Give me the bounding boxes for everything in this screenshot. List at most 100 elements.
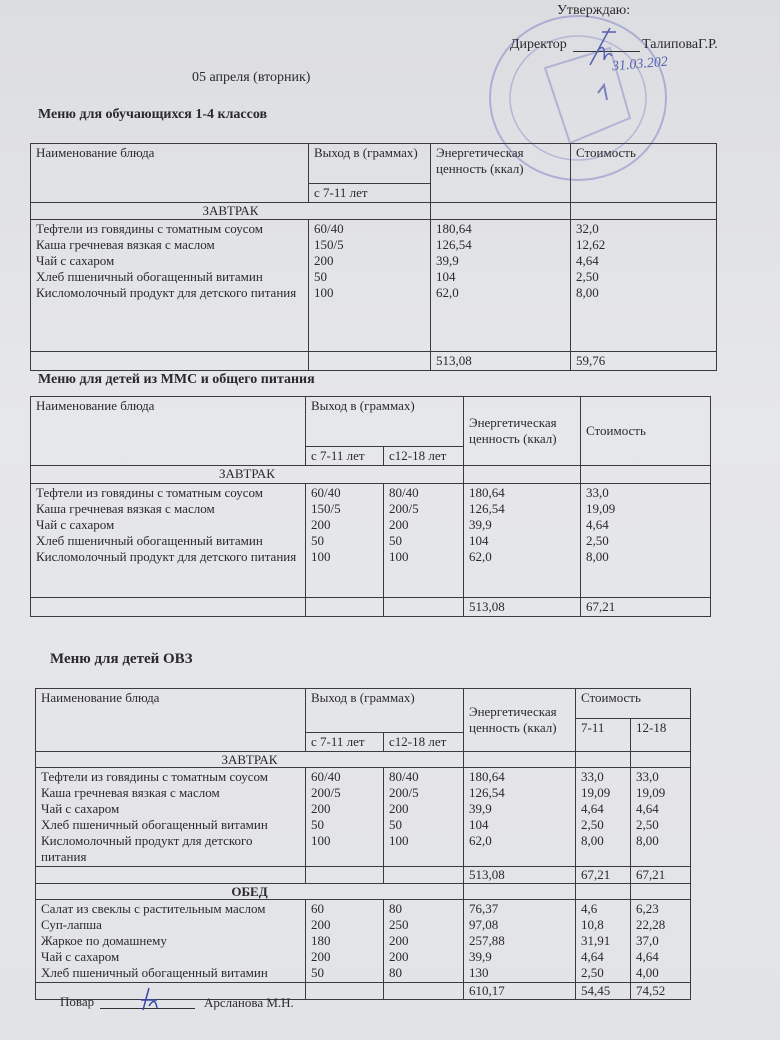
cell-item: 19,09 xyxy=(636,785,666,800)
cell-item: Хлеб пшеничный обогащенный витамин xyxy=(36,533,263,548)
cell-item: 37,0 xyxy=(636,933,659,948)
cell-item: Каша гречневая вязкая с маслом xyxy=(41,785,220,800)
cell-item: 4,64 xyxy=(581,801,604,816)
total-cost: 59,76 xyxy=(570,351,717,371)
lunch-total-cost-7-11: 54,45 xyxy=(575,982,631,1000)
cell-item: 4,00 xyxy=(636,965,659,980)
cell-item: Тефтели из говядины с томатным соусом xyxy=(36,221,263,236)
cell-item: 200 xyxy=(311,917,331,932)
cell-item: Чай с сахаром xyxy=(41,949,120,964)
header-energy: Энергетическая ценность (ккал) xyxy=(463,396,581,466)
cell-item: 200/5 xyxy=(389,785,419,800)
cell-item: Суп-лапша xyxy=(41,917,102,932)
header-cost-12-18: 12-18 xyxy=(630,718,691,752)
lunch-yields-12-18: 80 250 200 200 80 xyxy=(383,899,464,983)
cell-item: 50 xyxy=(389,533,402,548)
cell-item: 19,09 xyxy=(581,785,611,800)
cell-item: 80/40 xyxy=(389,769,419,784)
cell-item: Салат из свеклы с растительным маслом xyxy=(41,901,266,916)
cell-item: 257,88 xyxy=(469,933,505,948)
cell-item: 80 xyxy=(389,901,402,916)
breakfast-total-cost-7-11: 67,21 xyxy=(575,866,631,884)
lunch-yields-7-11: 60 200 180 200 50 xyxy=(305,899,384,983)
header-yield: Выход в (граммах) xyxy=(305,396,464,447)
header-cost: Стоимость xyxy=(570,143,717,203)
header-age-7-11: с 7-11 лет xyxy=(305,446,384,466)
cell-item: Кисломолочный продукт для детского питан… xyxy=(36,549,297,564)
cell-item: 33,0 xyxy=(586,485,609,500)
cell-item: 100 xyxy=(389,549,409,564)
section1-title: Меню для обучающихся 1-4 классов xyxy=(38,107,268,122)
dish-names: Тефтели из говядины с томатным соусом Каш… xyxy=(30,483,306,598)
cell-item: Хлеб пшеничный обогащенный витамин xyxy=(36,269,263,284)
cell-item: 200 xyxy=(311,801,331,816)
cell-item: 200 xyxy=(311,517,331,532)
breakfast-yields-7-11: 60/40 200/5 200 50 100 xyxy=(305,767,384,867)
cell-item: 60/40 xyxy=(311,485,341,500)
header-age-12-18: с12-18 лет xyxy=(383,732,464,752)
cell-item: 104 xyxy=(436,269,456,284)
header-cost: Стоимость xyxy=(580,396,711,466)
cell-item: 60 xyxy=(311,901,324,916)
cell-item: 50 xyxy=(314,269,327,284)
cell-item: 80/40 xyxy=(389,485,419,500)
header-age: с 7-11 лет xyxy=(308,183,431,203)
cell-item: 50 xyxy=(311,533,324,548)
cell-item: 8,00 xyxy=(586,549,609,564)
header-cost: Стоимость xyxy=(575,688,691,719)
breakfast-costs-7-11: 33,0 19,09 4,64 2,50 8,00 xyxy=(575,767,631,867)
menu-table-mms: Наименование блюда Выход в (граммах) Энерг… xyxy=(30,396,711,617)
cell-item: 10,8 xyxy=(581,917,604,932)
dish-yields-12-18: 80/40 200/5 200 50 100 xyxy=(383,483,464,598)
approval-role: Директор xyxy=(510,37,567,52)
cell-item: 200 xyxy=(389,933,409,948)
cell-item: 62,0 xyxy=(436,285,459,300)
cell-item: 60/40 xyxy=(314,221,344,236)
cell-item: 33,0 xyxy=(636,769,659,784)
cell-item: 130 xyxy=(469,965,489,980)
cell-item: Чай с сахаром xyxy=(36,517,115,532)
cell-item: Чай с сахаром xyxy=(36,253,115,268)
cell-item: 32,0 xyxy=(576,221,599,236)
cell-item: 100 xyxy=(314,285,334,300)
cell-item: 104 xyxy=(469,817,489,832)
dish-names: Тефтели из говядины с томатным соусом Каш… xyxy=(30,219,309,352)
dish-energies: 180,64 126,54 39,9 104 62,0 xyxy=(430,219,571,352)
header-age-12-18: с12-18 лет xyxy=(383,446,464,466)
lunch-total-energy: 610,17 xyxy=(463,982,576,1000)
cell-item: 97,08 xyxy=(469,917,499,932)
breakfast-costs-12-18: 33,0 19,09 4,64 2,50 8,00 xyxy=(630,767,691,867)
cell-item: 200/5 xyxy=(311,785,341,800)
lunch-costs-7-11: 4,6 10,8 31,91 4,64 2,50 xyxy=(575,899,631,983)
breakfast-label: ЗАВТРАК xyxy=(35,751,464,768)
cell-item: 39,9 xyxy=(436,253,459,268)
director-signature xyxy=(589,27,616,66)
section2-title: Меню для детей из ММС и общего питания xyxy=(38,372,315,387)
signature-line xyxy=(573,51,640,52)
dish-energies: 180,64 126,54 39,9 104 62,0 xyxy=(463,483,581,598)
dish-costs: 32,0 12,62 4,64 2,50 8,00 xyxy=(570,219,717,352)
total-energy: 513,08 xyxy=(463,597,581,617)
cell-item: 76,37 xyxy=(469,901,499,916)
lunch-energies: 76,37 97,08 257,88 39,9 130 xyxy=(463,899,576,983)
cell-item: 150/5 xyxy=(311,501,341,516)
dish-costs: 33,0 19,09 4,64 2,50 8,00 xyxy=(580,483,711,598)
cell-item: Тефтели из говядины с томатным соусом xyxy=(41,769,268,784)
cell-item: 100 xyxy=(311,549,331,564)
cell-item: Хлеб пшеничный обогащенный витамин xyxy=(41,965,268,980)
cell-item: 4,64 xyxy=(576,253,599,268)
header-yield: Выход в (граммах) xyxy=(305,688,464,733)
cell-item: Кисломолочный продукт для детского питан… xyxy=(41,833,253,864)
cook-signature xyxy=(141,987,158,1011)
menu-date: 05 апреля (вторник) xyxy=(192,70,311,85)
cell-item: 200/5 xyxy=(389,501,419,516)
cell-item: 180,64 xyxy=(469,485,505,500)
cell-item: 39,9 xyxy=(469,801,492,816)
cell-item: Чай с сахаром xyxy=(41,801,120,816)
cell-item: 104 xyxy=(469,533,489,548)
cell-item: 80 xyxy=(389,965,402,980)
lunch-label: ОБЕД xyxy=(35,883,464,900)
menu-table-1-4: Наименование блюда Выход в (граммах) Энерг… xyxy=(30,143,717,371)
cell-item: 126,54 xyxy=(469,501,505,516)
cell-item: 60/40 xyxy=(311,769,341,784)
